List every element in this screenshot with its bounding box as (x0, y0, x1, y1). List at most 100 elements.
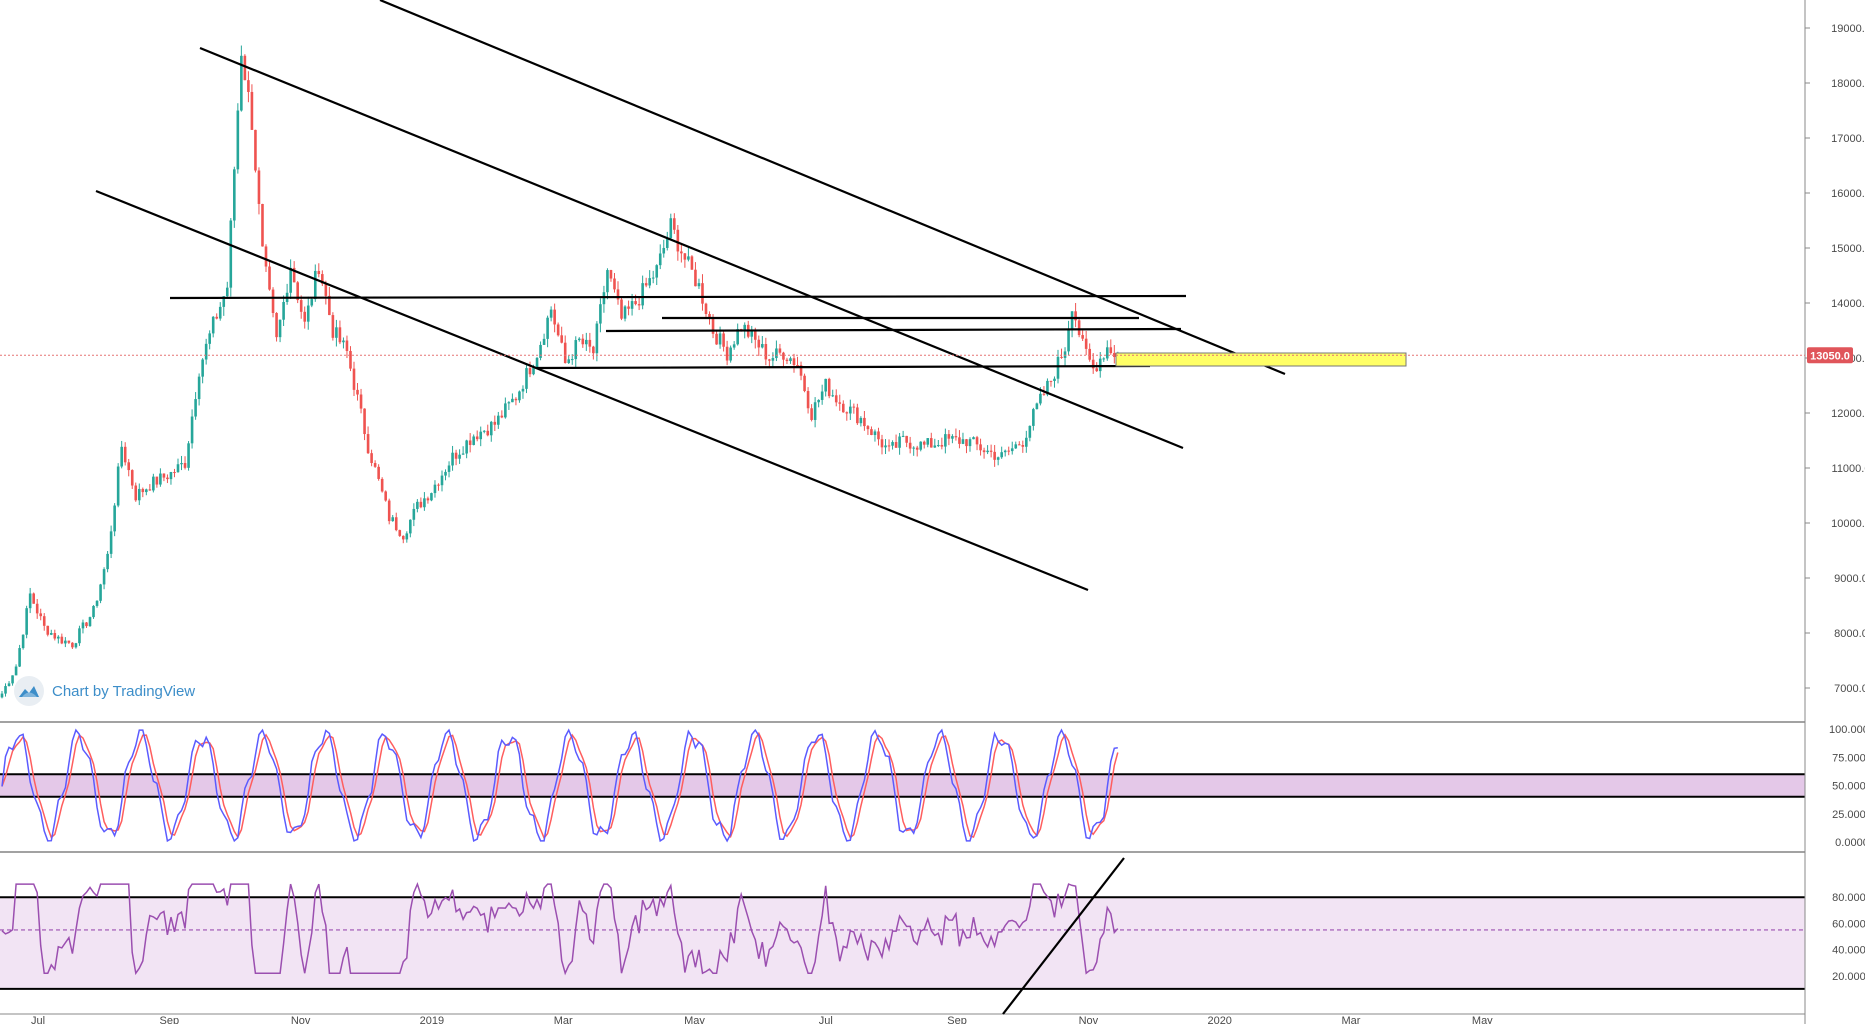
candle-body (542, 338, 546, 345)
candle (261, 203, 264, 247)
candle (658, 244, 662, 270)
stochastic-tick-label: 25.0000 (1832, 809, 1865, 821)
candle-body (1056, 356, 1060, 379)
candle-body (324, 283, 328, 296)
candle (838, 394, 842, 411)
candle-body (525, 368, 528, 389)
candle (240, 45, 243, 112)
candle (366, 426, 370, 455)
candle (440, 470, 444, 492)
candle-body (560, 335, 563, 343)
candle (1113, 344, 1116, 364)
candle (585, 332, 588, 351)
candle (866, 424, 870, 435)
candle-body (606, 270, 609, 293)
candle-body (236, 110, 240, 170)
candle-body (901, 435, 905, 437)
candle-body (145, 489, 148, 493)
candle (28, 587, 32, 614)
candle-body (627, 306, 630, 309)
candle (968, 437, 972, 452)
candle (570, 354, 574, 365)
time-tick-label: Mar (554, 1015, 573, 1024)
candle-body (827, 378, 831, 397)
candle-body (1088, 348, 1091, 360)
candle (285, 283, 289, 305)
candle-body (1000, 452, 1003, 458)
candle-body (1109, 347, 1113, 354)
candle-body (1067, 329, 1070, 352)
candle-body (778, 348, 782, 353)
current-price-badge (1807, 347, 1853, 364)
candle (979, 438, 982, 456)
candle-body (1014, 444, 1018, 449)
candle-body (1003, 450, 1007, 453)
time-tick-label: May (684, 1015, 705, 1024)
candle-body (384, 491, 387, 501)
candle-body (1113, 353, 1116, 357)
candle-body (92, 605, 95, 618)
candle-body (366, 434, 370, 454)
candle-body (187, 443, 190, 468)
candle (145, 488, 148, 496)
candle (152, 473, 155, 493)
candle (359, 388, 363, 414)
candle-body (968, 439, 972, 447)
candle-body (676, 229, 680, 252)
candle (180, 455, 183, 471)
candle-body (620, 299, 623, 319)
candle (845, 411, 849, 421)
candle-body (289, 267, 292, 293)
candle (398, 529, 402, 537)
candle-body (704, 303, 708, 315)
candle-body (49, 633, 53, 635)
candle (806, 387, 810, 414)
candle (722, 331, 725, 352)
price-tick-label: 10000.0 (1831, 518, 1865, 530)
candle (380, 477, 384, 493)
candle (574, 336, 578, 367)
tradingview-watermark[interactable]: Chart by TradingView (14, 674, 195, 708)
candle-body (99, 584, 102, 601)
candle (356, 383, 359, 401)
candle (771, 352, 775, 367)
candle (785, 357, 789, 365)
candle-body (926, 438, 930, 445)
candle (694, 262, 697, 287)
candle (338, 320, 342, 345)
candle (465, 439, 468, 459)
candle (194, 392, 197, 420)
candle (901, 430, 905, 438)
candle (162, 473, 166, 482)
candle-body (1049, 380, 1053, 382)
support-zone (1115, 352, 1407, 367)
candle-body (81, 622, 85, 629)
candle (609, 269, 613, 282)
candle-body (1028, 425, 1032, 438)
candle (637, 296, 641, 311)
candle-body (472, 436, 475, 445)
candle-body (989, 450, 993, 452)
candle-body (166, 477, 169, 480)
candle (377, 464, 380, 481)
candle (877, 427, 880, 446)
candle (504, 397, 507, 419)
candle-body (887, 445, 891, 447)
candle-body (944, 434, 947, 447)
candle (944, 428, 947, 454)
candle-body (701, 283, 704, 304)
candle-body (574, 340, 578, 360)
candle-body (14, 666, 18, 676)
candle (905, 435, 908, 448)
channel-upper-trendline (379, 0, 1286, 376)
candle (521, 385, 525, 399)
candle (975, 435, 979, 451)
candle-body (1091, 359, 1095, 369)
candle (729, 345, 732, 363)
candle (789, 356, 792, 364)
candle (1088, 343, 1091, 362)
candle (1109, 339, 1113, 355)
candle-body (806, 391, 810, 409)
